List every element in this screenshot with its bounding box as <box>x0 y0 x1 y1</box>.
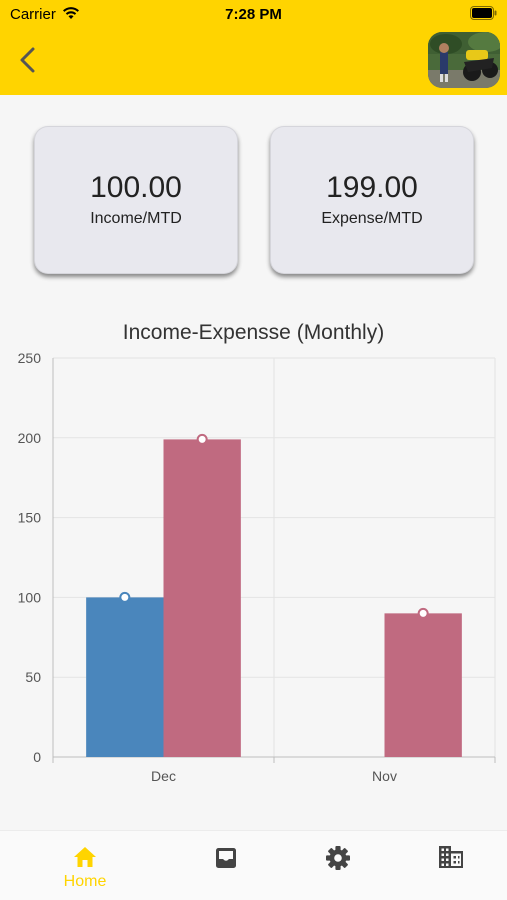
tab-inbox[interactable] <box>206 831 246 900</box>
expense-label: Expense/MTD <box>321 210 423 227</box>
expense-value: 199.00 <box>326 171 418 204</box>
income-value: 100.00 <box>90 171 182 204</box>
tab-home-label: Home <box>63 873 107 890</box>
gear-icon <box>326 846 350 870</box>
battery-icon <box>470 6 497 20</box>
avatar[interactable] <box>428 32 500 88</box>
wifi-icon <box>63 7 79 19</box>
carrier-label: Carrier <box>10 6 56 23</box>
tab-bar: Home <box>0 830 507 900</box>
income-card[interactable]: 100.00 Income/MTD <box>34 126 238 274</box>
tab-business[interactable] <box>431 831 471 900</box>
y-tick-label: 250 <box>18 350 42 366</box>
inbox-icon <box>216 848 236 868</box>
income-bar <box>86 597 164 757</box>
expense-bar <box>384 613 462 757</box>
y-tick-label: 150 <box>18 510 42 526</box>
bar-marker <box>417 607 429 619</box>
tab-home[interactable]: Home <box>50 831 120 900</box>
y-tick-label: 0 <box>33 749 41 765</box>
x-tick-label: Nov <box>372 768 397 784</box>
status-bar: Carrier 7:28 PM <box>0 0 507 28</box>
y-tick-label: 100 <box>18 589 42 605</box>
clock: 7:28 PM <box>225 6 282 23</box>
y-tick-label: 50 <box>25 669 41 685</box>
tab-settings[interactable] <box>318 831 358 900</box>
home-icon <box>74 847 96 867</box>
expense-card[interactable]: 199.00 Expense/MTD <box>270 126 474 274</box>
main-content: 100.00 Income/MTD 199.00 Expense/MTD Inc… <box>0 95 507 830</box>
back-button[interactable] <box>14 44 42 76</box>
chevron-left-icon <box>20 47 35 73</box>
income-expense-chart: 0 50 100 150 200 250 Dec Nov <box>18 350 496 784</box>
app-header: Carrier 7:28 PM <box>0 0 507 95</box>
y-tick-label: 200 <box>18 430 42 446</box>
bar-marker <box>196 433 208 445</box>
x-tick-label: Dec <box>151 768 176 784</box>
business-icon <box>439 846 463 868</box>
bar-marker <box>119 591 131 603</box>
chart-title: Income-Expensse (Monthly) <box>122 321 385 344</box>
expense-bar <box>163 439 241 757</box>
income-label: Income/MTD <box>90 210 182 227</box>
